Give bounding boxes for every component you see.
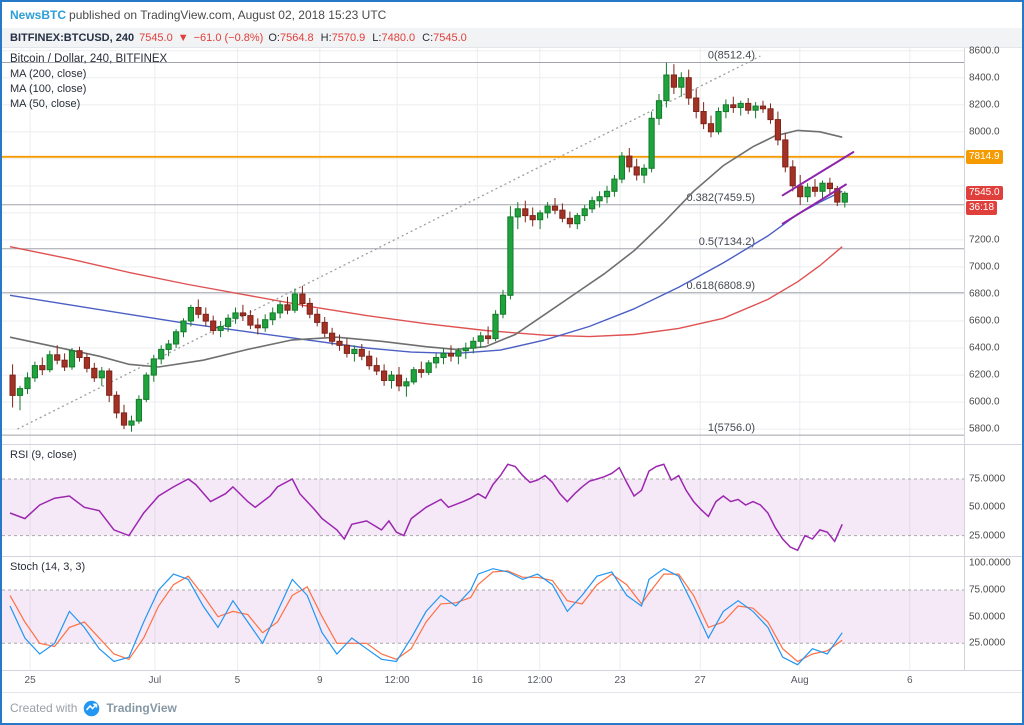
vertical-gridlines	[29, 48, 911, 444]
ohlc-item: H:7570.9	[320, 31, 366, 44]
time-axis-label: 27	[694, 675, 706, 686]
time-axis-label: 12:00	[384, 675, 410, 686]
indicator-axis-label: 100.0000	[969, 557, 1011, 569]
stoch-pane: 100.0000 75.0000 50.0000 25.0000 Stoch (14,…	[2, 557, 1022, 670]
created-with-text: Created with	[10, 701, 78, 715]
indicator-axis-label: 50.0000	[969, 501, 1006, 513]
indicator-axis-label: 50.0000	[969, 611, 1006, 623]
stoch-k-line	[9, 568, 843, 666]
pane-divider	[2, 556, 1022, 557]
main-chart-canvas[interactable]: 0(8512.4) 0.382(7459.5) 0.5(7134.2) 0.618(6…	[2, 48, 964, 444]
time-axis-label: Jul	[148, 675, 162, 686]
time-axis-label: 12:00	[527, 675, 553, 686]
indicator-axis-label: 75.0000	[969, 473, 1006, 485]
vertical-gridlines	[29, 557, 911, 670]
down-arrow-icon: ▼	[177, 31, 189, 44]
ohlc-values: O:7564.8 H:7570.9 L:7480.0 C:7545.0	[268, 32, 466, 44]
ma-50-line	[9, 129, 843, 368]
price-axis-label: 5800.0	[969, 423, 1000, 435]
time-axis-label: 9	[317, 675, 323, 686]
time-axis-label: 6	[907, 675, 913, 686]
attribution-bar: NewsBTC published on TradingView.com, Au…	[2, 2, 1022, 28]
last-price-tag: 7545.0	[966, 186, 1003, 201]
fib-label: 0.5(7134.2)	[699, 236, 755, 248]
time-axis-label: 16	[471, 675, 483, 686]
ma-100-line	[9, 190, 843, 355]
main-chart-pane: 0(8512.4) 0.382(7459.5) 0.5(7134.2) 0.618(6…	[2, 45, 1022, 444]
fib-retracement: 0(8512.4) 0.382(7459.5) 0.5(7134.2) 0.618(6…	[2, 50, 964, 436]
pane-divider	[2, 444, 1022, 445]
bar-countdown-tag: 36:18	[966, 201, 998, 216]
ascending-channel	[781, 151, 855, 225]
time-axis-label: 5	[234, 675, 241, 686]
candles-series	[9, 62, 848, 432]
price-axis-label: 8400.0	[969, 72, 1000, 84]
indicator-band	[2, 478, 964, 537]
price-axis-label: 8200.0	[969, 99, 1000, 111]
attribution-text: published on TradingView.com, August 02,…	[69, 8, 387, 22]
resistance-price-tag: 7814.9	[966, 149, 1003, 164]
price-axis-label: 6400.0	[969, 342, 1000, 354]
price-axis[interactable]: 8600.0 8400.0 8200.0 8000.0 7200.0 7000.0 6800…	[964, 45, 1022, 444]
time-axis[interactable]: 25 Jul 5 9 12:00 16 12:00 23 27 Aug 6	[2, 670, 1022, 692]
fib-label: 1(5756.0)	[708, 422, 755, 434]
fib-label: 0(8512.4)	[708, 50, 755, 62]
stoch-axis[interactable]: 100.0000 75.0000 50.0000 25.0000	[964, 557, 1022, 670]
time-axis-label: 23	[614, 675, 626, 686]
dotted-trendline	[17, 55, 761, 430]
rsi-axis[interactable]: 75.0000 50.0000 25.0000	[964, 445, 1022, 556]
time-axis-label: Aug	[790, 675, 809, 686]
stoch-canvas[interactable]	[2, 557, 964, 670]
last-price: 7545.0	[139, 31, 173, 44]
ma-200-line	[9, 246, 843, 338]
ohlc-item: O:7564.8	[268, 31, 314, 44]
indicator-axis-label: 25.0000	[969, 637, 1006, 649]
tradingview-logo[interactable]	[83, 700, 100, 717]
indicator-axis-label: 25.0000	[969, 530, 1006, 542]
price-axis-label: 6800.0	[969, 288, 1000, 300]
price-axis-label: 7200.0	[969, 234, 1000, 246]
indicator-band	[2, 589, 964, 644]
stoch-d-line	[9, 570, 843, 663]
publisher-link[interactable]: NewsBTC	[10, 8, 67, 22]
time-axis-label: 25	[24, 675, 36, 686]
price-change: −61.0 (−0.8%)	[193, 31, 264, 44]
symbol-info-bar: BITFINEX:BTCUSD, 240 7545.0 ▼ −61.0 (−0.…	[2, 28, 1022, 48]
price-axis-label: 8000.0	[969, 126, 1000, 138]
price-axis-label: 7000.0	[969, 261, 1000, 273]
symbol-name[interactable]: BITFINEX:BTCUSD, 240	[10, 31, 135, 44]
price-axis-label: 6200.0	[969, 369, 1000, 381]
price-axis-label: 6600.0	[969, 315, 1000, 327]
rsi-line	[9, 463, 843, 552]
rsi-canvas[interactable]	[2, 445, 964, 556]
ohlc-item: L:7480.0	[372, 31, 416, 44]
rsi-title: RSI (9, close)	[10, 449, 77, 461]
rsi-pane: 75.0000 50.0000 25.0000 RSI (9, close)	[2, 445, 1022, 556]
horizontal-gridlines	[2, 50, 964, 430]
indicator-axis-label: 75.0000	[969, 584, 1006, 596]
price-axis-label: 8600.0	[969, 45, 1000, 57]
stoch-title: Stoch (14, 3, 3)	[10, 561, 86, 573]
fib-label: 0.382(7459.5)	[687, 192, 756, 204]
ohlc-item: C:7545.0	[422, 31, 467, 44]
footer-bar: Created with TradingView	[2, 692, 1022, 723]
tradingview-link[interactable]: TradingView	[106, 701, 177, 715]
price-axis-label: 6000.0	[969, 396, 1000, 408]
fib-label: 0.618(6808.9)	[687, 280, 756, 292]
